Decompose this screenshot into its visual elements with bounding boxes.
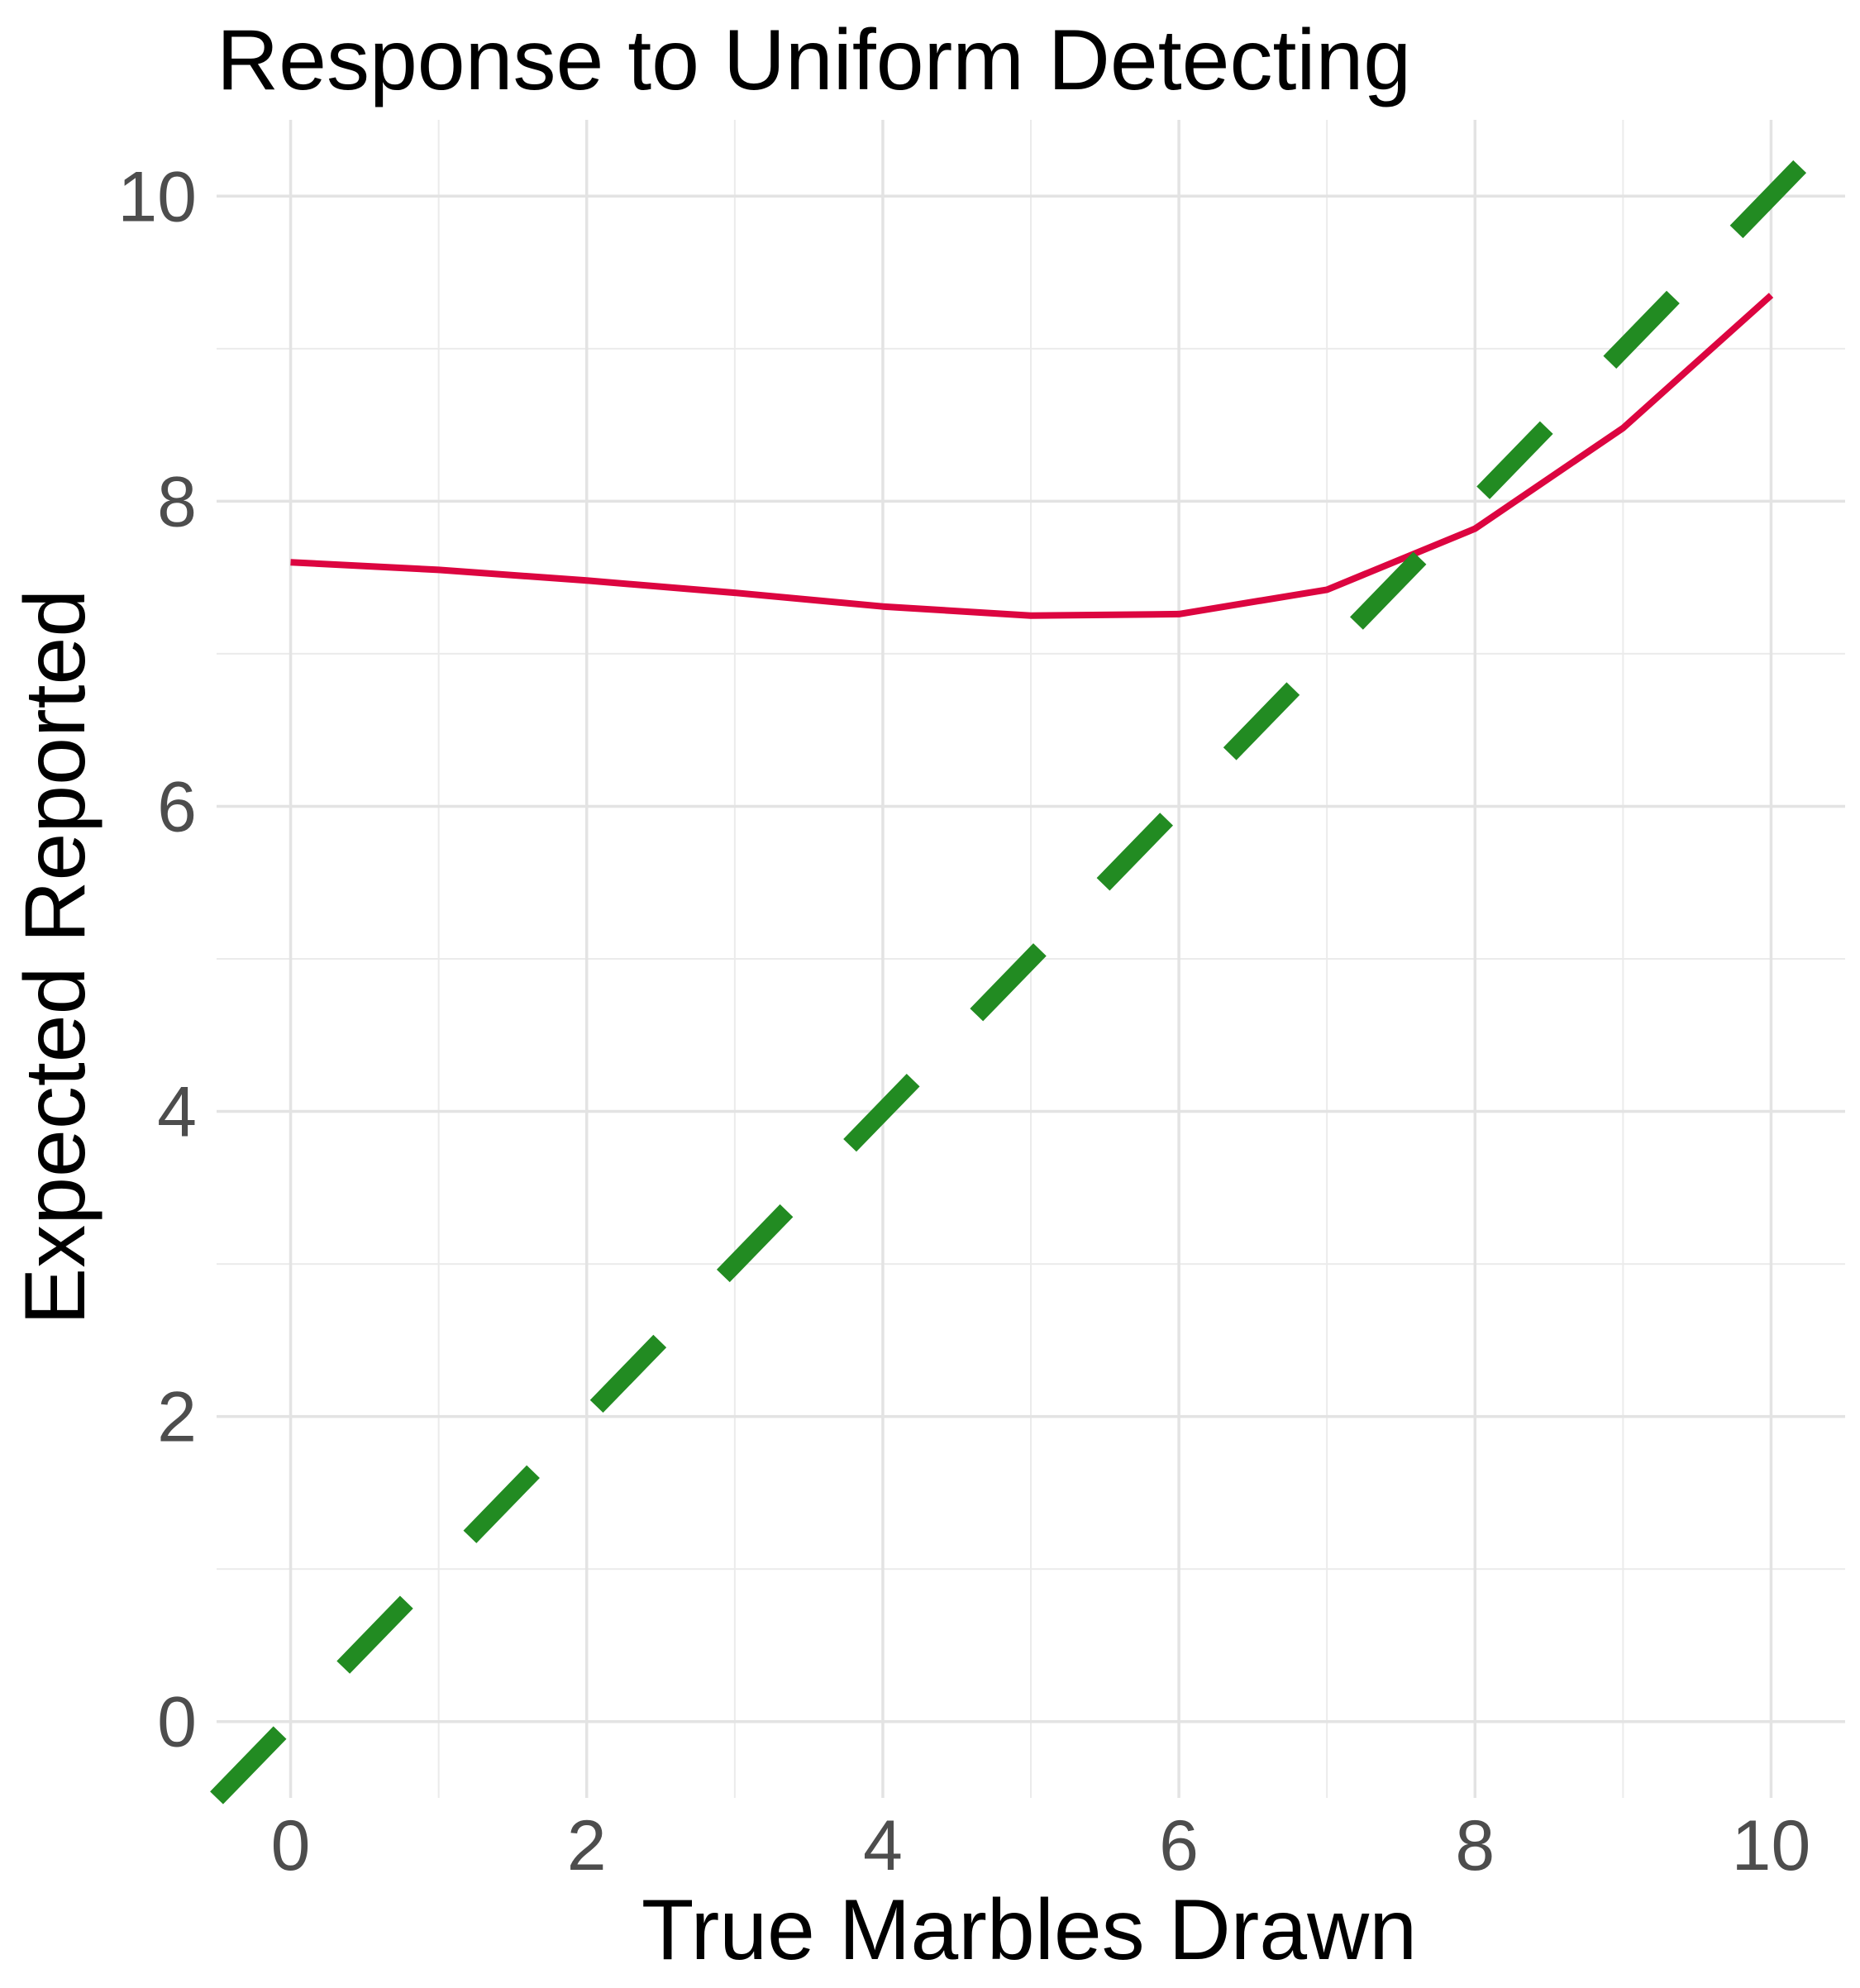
y-tick-label: 8 [157, 462, 197, 541]
x-tick-label: 2 [567, 1806, 607, 1886]
chart-title: Response to Uniform Detecting [217, 12, 1411, 108]
y-tick-label: 6 [157, 767, 197, 846]
y-tick-label: 10 [117, 157, 197, 236]
x-tick-label: 10 [1732, 1806, 1811, 1886]
y-tick-label: 4 [157, 1073, 197, 1152]
y-tick-label: 0 [157, 1683, 197, 1762]
y-tick-label: 2 [157, 1378, 197, 1457]
y-axis-label: Expected Reported [7, 589, 103, 1325]
x-tick-label: 6 [1159, 1806, 1199, 1886]
series-layer [210, 113, 1852, 1804]
x-tick-label: 0 [271, 1806, 311, 1886]
tick-labels: 0 2 4 6 8 10 0 2 4 6 8 10 [117, 157, 1810, 1886]
x-tick-label: 4 [863, 1806, 903, 1886]
reference-line-dashed [210, 113, 1852, 1804]
x-axis-label: True Marbles Drawn [641, 1882, 1417, 1978]
series-line-0 [290, 293, 1774, 619]
grid [217, 120, 1845, 1798]
x-tick-label: 8 [1455, 1806, 1495, 1886]
